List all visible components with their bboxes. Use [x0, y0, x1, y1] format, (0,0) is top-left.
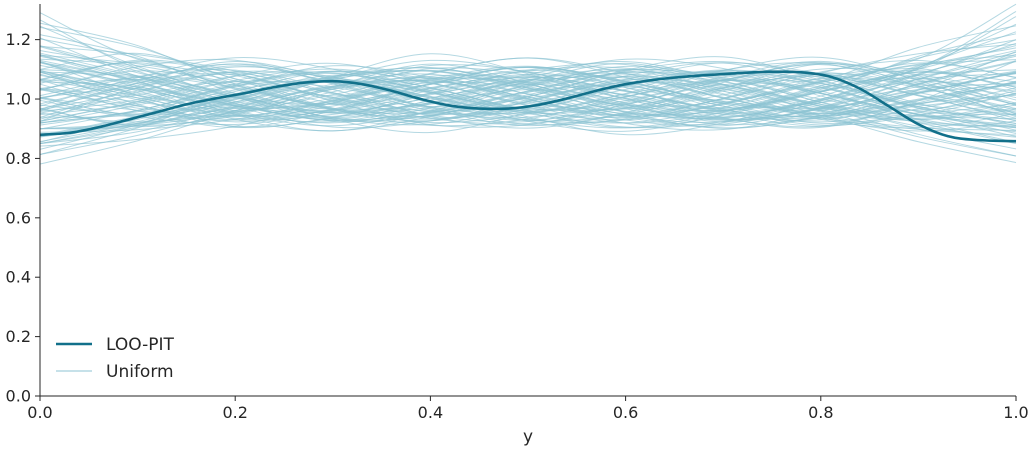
uniform-curve [39, 54, 1017, 125]
y-tick-label: 0.2 [6, 327, 31, 346]
y-tick-label: 1.0 [6, 90, 31, 109]
uniform-curve [39, 58, 1017, 115]
uniform-curve [39, 25, 1017, 157]
uniform-curve [39, 75, 1017, 125]
uniform-curve [39, 70, 1017, 130]
uniform-curve [39, 11, 1017, 155]
uniform-curve [39, 39, 1017, 155]
y-tick-label: 0.4 [6, 268, 31, 287]
x-tick-label: 0.2 [222, 403, 247, 422]
uniform-curve [39, 72, 1017, 124]
y-tick-label: 0.8 [6, 149, 31, 168]
tick-labels: 0.0 0.2 0.4 0.6 0.8 1.0 0.0 0.2 0.4 0.6 0.8 1.0 1.2 [6, 30, 1029, 422]
x-tick-label: 0.4 [418, 403, 443, 422]
x-tick-label: 0.6 [613, 403, 638, 422]
legend: LOO-PIT Uniform [56, 335, 174, 382]
axes [35, 4, 1017, 401]
uniform-curve [39, 55, 1017, 117]
loo-pit-series [39, 70, 1017, 143]
loo-pit-line [39, 70, 1017, 143]
x-axis-label: y [523, 427, 533, 447]
y-tick-label: 1.2 [6, 30, 31, 49]
uniform-curve [39, 70, 1017, 133]
y-tick-label: 0.6 [6, 208, 31, 227]
x-tick-label: 1.0 [1003, 403, 1028, 422]
uniform-curve [39, 65, 1017, 114]
uniform-curve [39, 26, 1017, 112]
uniform-curve [39, 49, 1017, 121]
uniform-curves [39, 3, 1017, 165]
y-tick-label: 0.0 [6, 387, 31, 406]
x-tick-label: 0.8 [808, 403, 833, 422]
legend-label-loo-pit: LOO-PIT [106, 335, 174, 355]
uniform-curve [39, 71, 1017, 133]
x-tick-label: 0.0 [27, 403, 52, 422]
uniform-curve [39, 19, 1017, 143]
uniform-curve [39, 77, 1017, 126]
uniform-curve [39, 71, 1017, 136]
legend-label-uniform: Uniform [106, 362, 174, 382]
uniform-curve [39, 54, 1017, 138]
uniform-curve [39, 75, 1017, 116]
